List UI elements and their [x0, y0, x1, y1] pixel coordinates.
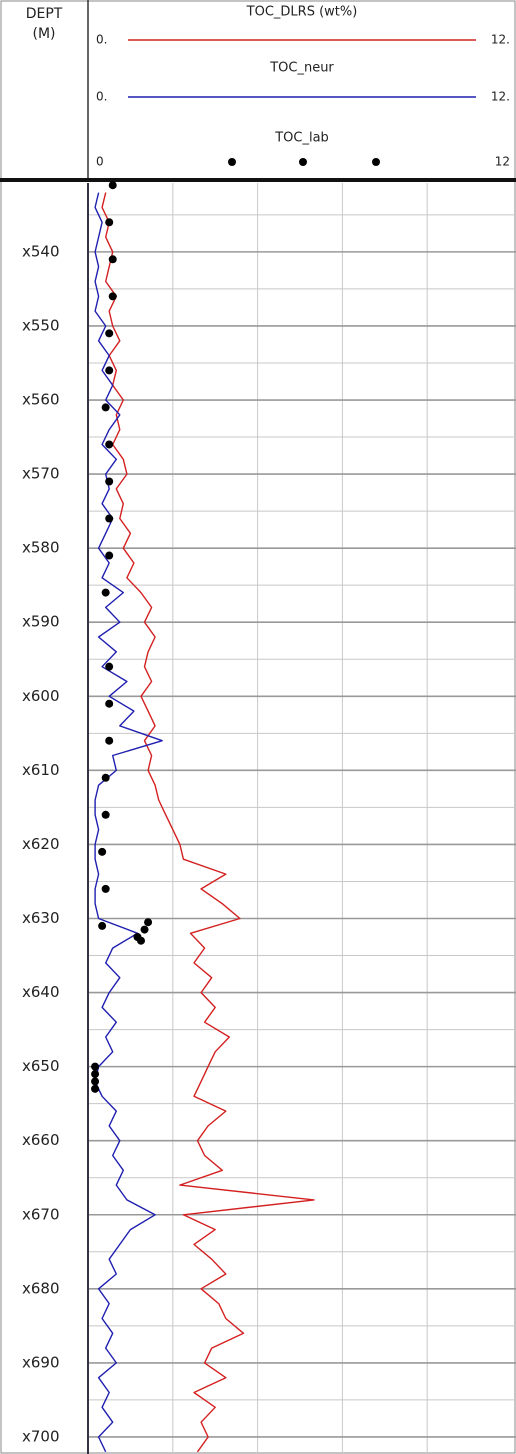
scale-label: 0. — [96, 90, 107, 104]
depth-label: x670 — [22, 1205, 60, 1223]
depth-label: x590 — [22, 613, 60, 631]
lab-point — [105, 440, 114, 449]
legend-label: TOC_DLRS (wt%) — [246, 5, 358, 20]
y-axis-label: DEPT — [26, 6, 63, 22]
y-axis-unit: (M) — [32, 26, 55, 42]
lab-point — [101, 884, 110, 893]
lab-point — [91, 1070, 100, 1079]
lab-point — [98, 921, 107, 930]
legend-label: TOC_neur — [269, 61, 334, 76]
lab-point — [108, 181, 117, 190]
scale-label: 12 — [495, 155, 510, 169]
lab-point — [105, 477, 114, 486]
lab-point — [91, 1084, 100, 1093]
depth-label: x620 — [22, 835, 60, 853]
depth-label: x580 — [22, 539, 60, 557]
lab-point — [101, 403, 110, 412]
depth-label: x680 — [22, 1279, 60, 1297]
lab-point — [101, 773, 110, 782]
lab-point — [137, 936, 145, 945]
lab-point — [108, 255, 117, 264]
lab-point — [91, 1062, 100, 1071]
depth-label: x640 — [22, 983, 60, 1001]
lab-point — [105, 736, 114, 745]
lab-point — [105, 699, 114, 708]
scale-label: 0 — [96, 155, 104, 169]
lab-point — [105, 662, 114, 671]
legend-symbol — [228, 158, 236, 166]
depth-label: x600 — [22, 687, 60, 705]
depth-label: x540 — [22, 242, 60, 260]
lab-point — [105, 329, 114, 338]
depth-label: x560 — [22, 391, 60, 409]
scale-label: 0. — [96, 33, 107, 47]
depth-label: x660 — [22, 1131, 60, 1149]
depth-label: x700 — [22, 1427, 60, 1445]
lab-point — [105, 514, 114, 523]
legend-label: TOC_lab — [274, 131, 329, 146]
lab-point — [105, 551, 114, 560]
depth-label: x550 — [22, 316, 60, 334]
scale-label: 12. — [491, 33, 510, 47]
lab-point — [101, 588, 110, 597]
log-curve — [94, 192, 163, 1453]
depth-label: x570 — [22, 465, 60, 483]
scale-label: 12. — [491, 90, 510, 104]
depth-label: x630 — [22, 909, 60, 927]
lab-point — [101, 810, 110, 819]
depth-label: x690 — [22, 1353, 60, 1371]
lab-point — [144, 918, 153, 927]
lab-point — [91, 1077, 100, 1086]
lab-point — [105, 366, 114, 375]
legend-symbol — [299, 158, 307, 166]
depth-label: x610 — [22, 761, 60, 779]
lab-point — [108, 292, 117, 301]
legend-symbol — [372, 158, 380, 166]
lab-point — [105, 218, 114, 227]
log-curve — [101, 192, 315, 1453]
depth-label: x650 — [22, 1057, 60, 1075]
lab-point — [140, 925, 149, 934]
lab-point — [98, 847, 107, 856]
